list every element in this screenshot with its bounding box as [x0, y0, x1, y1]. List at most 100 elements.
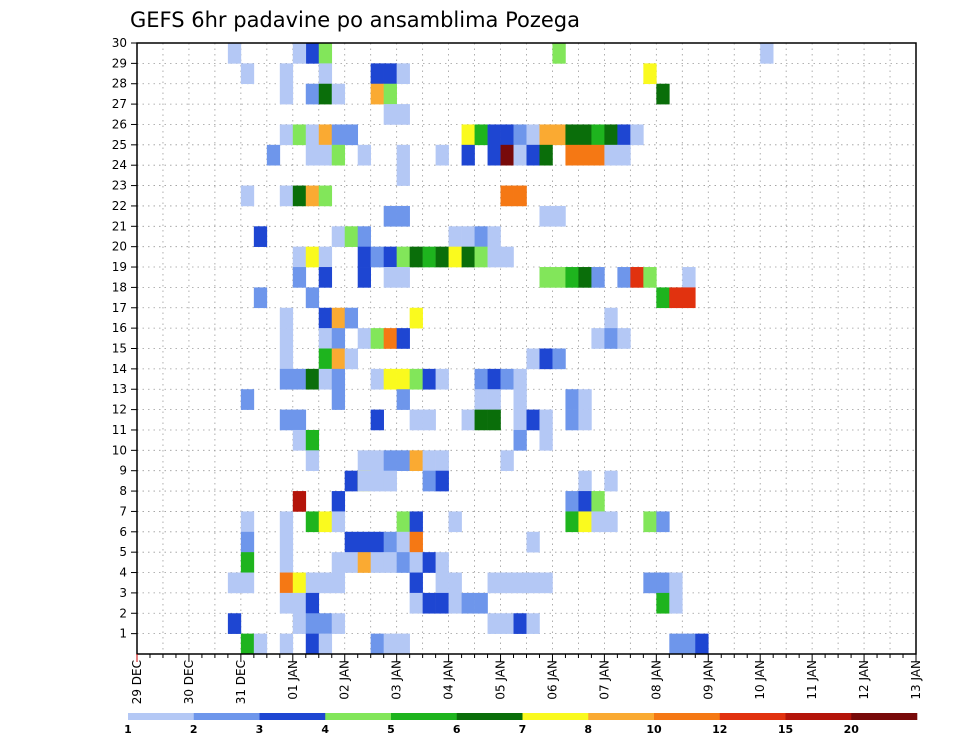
y-tick-label: 18	[112, 280, 127, 294]
colorbar-label: 1	[124, 723, 132, 736]
heatmap-cell	[279, 531, 294, 553]
y-tick-label: 5	[119, 545, 127, 559]
heatmap-cell	[292, 613, 307, 634]
heatmap-cell	[240, 185, 255, 207]
heatmap-cell	[240, 531, 255, 553]
heatmap-cell	[292, 246, 307, 268]
heatmap-cell	[331, 83, 346, 105]
heatmap-cell	[461, 592, 475, 614]
colorbar-swatch	[851, 713, 918, 720]
heatmap-cell	[292, 185, 307, 207]
heatmap-cell	[305, 246, 320, 268]
heatmap-cell	[474, 389, 488, 410]
heatmap-cell	[383, 450, 397, 471]
heatmap-cell	[487, 226, 501, 247]
heatmap-cell	[396, 267, 410, 288]
heatmap-cell	[695, 633, 709, 655]
heatmap-cell	[383, 267, 397, 288]
heatmap-cell	[305, 633, 320, 655]
heatmap-cell	[513, 389, 527, 410]
heatmap-cell	[396, 205, 410, 227]
heatmap-cell	[539, 144, 553, 166]
heatmap-cell	[344, 348, 359, 370]
heatmap-cell	[396, 552, 410, 573]
heatmap-cell	[318, 63, 333, 85]
heatmap-cell	[240, 63, 255, 85]
heatmap-cell	[305, 572, 320, 594]
heatmap-cell	[487, 389, 501, 410]
heatmap-cell	[318, 43, 333, 64]
heatmap-cell	[396, 633, 410, 655]
heatmap-cell	[396, 246, 410, 268]
heatmap-cell	[331, 389, 346, 410]
heatmap-cell	[474, 124, 488, 146]
heatmap-cell	[591, 328, 605, 349]
heatmap-cell	[604, 307, 618, 329]
y-tick-label: 2	[119, 606, 127, 620]
heatmap-cell	[305, 43, 320, 64]
heatmap-cell	[539, 409, 553, 431]
x-tick-label: 03 JAN	[390, 660, 404, 700]
heatmap-cell	[292, 368, 307, 390]
heatmap-cell	[331, 572, 346, 594]
heatmap-cell	[435, 246, 449, 268]
heatmap-cell	[305, 592, 320, 614]
heatmap-cell	[279, 185, 294, 207]
x-tick-label: 10 JAN	[753, 660, 767, 700]
heatmap-cell	[487, 409, 501, 431]
heatmap-cell	[448, 511, 462, 533]
heatmap-cell	[240, 389, 255, 410]
heatmap-cell	[305, 429, 320, 451]
heatmap-cell	[500, 368, 514, 390]
heatmap-cell	[526, 409, 540, 431]
heatmap-cell	[643, 572, 657, 594]
colorbar-swatch	[325, 713, 392, 720]
heatmap-cell	[396, 450, 410, 471]
heatmap-cell	[240, 633, 255, 655]
heatmap-cell	[500, 572, 514, 594]
heatmap-cell	[370, 368, 384, 390]
heatmap-cell	[318, 124, 333, 146]
heatmap-cell	[370, 450, 384, 471]
heatmap-cell	[422, 470, 436, 492]
heatmap-cell	[409, 450, 423, 471]
heatmap-cell	[552, 267, 566, 288]
heatmap-cell	[292, 43, 307, 64]
x-tick-label: 09 JAN	[701, 660, 715, 700]
heatmap-cell	[383, 83, 397, 105]
heatmap-cell	[474, 409, 488, 431]
heatmap-cell	[344, 226, 359, 247]
heatmap-cell	[409, 592, 423, 614]
heatmap-cell	[305, 450, 320, 471]
heatmap-cell	[292, 429, 307, 451]
heatmap-cell	[383, 531, 397, 553]
heatmap-cell	[318, 348, 333, 370]
y-tick-label: 11	[112, 423, 127, 437]
heatmap-cell	[396, 368, 410, 390]
colorbar-swatch	[193, 713, 260, 720]
heatmap-cell	[318, 307, 333, 329]
heatmap-cell	[253, 226, 268, 247]
heatmap-cell	[552, 205, 566, 227]
heatmap-cell	[461, 144, 475, 166]
heatmap-cell	[370, 531, 384, 553]
heatmap-cell	[292, 409, 307, 431]
heatmap-cell	[357, 328, 371, 349]
heatmap-cell	[500, 246, 514, 268]
heatmap-cell	[448, 572, 462, 594]
heatmap-cell	[617, 267, 631, 288]
y-tick-label: 7	[119, 504, 127, 518]
y-tick-label: 1	[119, 627, 127, 641]
heatmap-cell	[292, 491, 307, 512]
heatmap-cell	[279, 552, 294, 573]
heatmap-cell	[292, 592, 307, 614]
heatmap-cell	[656, 572, 670, 594]
heatmap-cell	[253, 633, 268, 655]
heatmap-cell	[240, 572, 255, 594]
y-tick-label: 10	[112, 443, 127, 457]
heatmap-cell	[656, 511, 670, 533]
heatmap-cell	[331, 368, 346, 390]
y-tick-label: 28	[112, 77, 127, 91]
heatmap-cell	[591, 491, 605, 512]
heatmap-cell	[279, 409, 294, 431]
